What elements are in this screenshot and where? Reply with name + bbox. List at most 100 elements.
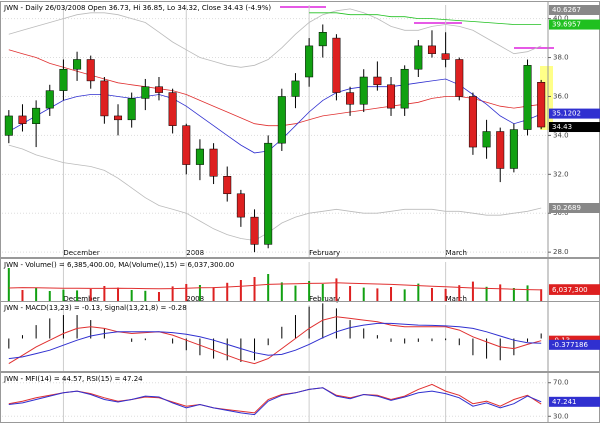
volume-bar <box>417 283 420 302</box>
value-tag <box>549 122 600 133</box>
candle-body <box>400 68 409 109</box>
value-tag-label: 30.2689 <box>552 204 581 212</box>
volume-bar <box>144 290 147 302</box>
indicator-line <box>8 383 542 414</box>
candle-body <box>496 131 505 169</box>
candle-body <box>537 82 546 128</box>
candle-body <box>414 45 423 70</box>
candle-body <box>223 176 232 195</box>
value-tag <box>549 19 600 30</box>
panel-title: JWN - Volume() = 6,385,400.00, MA(Volume… <box>3 261 234 269</box>
volume-bar <box>280 282 283 302</box>
x-tick-label: February <box>309 295 340 303</box>
volume-bar <box>349 286 352 302</box>
y-tick-label: 36.0 <box>553 92 569 100</box>
x-tick-label: 2008 <box>186 249 204 257</box>
volume-bar <box>76 290 79 302</box>
candle-body <box>18 115 27 124</box>
candle-body <box>154 86 163 93</box>
value-tag <box>549 5 600 15</box>
volume-bar <box>35 288 38 302</box>
volume-bar <box>335 278 338 302</box>
value-tag <box>549 203 600 214</box>
candle-body <box>32 107 41 124</box>
y-tick-label: 32.0 <box>553 170 569 178</box>
candle-body <box>291 80 300 97</box>
volume-bar <box>48 291 51 302</box>
volume-bar <box>430 288 433 302</box>
volume-bar <box>321 284 324 302</box>
x-tick-label: March <box>446 249 467 257</box>
x-tick-label: 2008 <box>186 295 204 303</box>
indicator-line <box>8 316 542 365</box>
volume-bar <box>471 281 474 302</box>
y-tick-label: 40.0 <box>553 15 569 23</box>
candle-body <box>209 148 218 177</box>
volume-bar <box>458 285 461 302</box>
candle-body <box>59 68 68 91</box>
y-tick-label: 30.0 <box>553 412 569 420</box>
candle-body <box>523 65 532 130</box>
y-tick-label: 28.0 <box>553 248 569 256</box>
volume-bar <box>540 289 543 302</box>
volume-bar <box>198 285 201 302</box>
candle-body <box>127 98 136 121</box>
x-tick-label: December <box>63 249 99 257</box>
candle-body <box>73 59 82 70</box>
volume-bar <box>444 288 447 302</box>
value-tag-label: 40.6267 <box>552 6 581 14</box>
indicator-line <box>309 12 542 25</box>
candle-body <box>441 53 450 60</box>
candle-body <box>100 80 109 117</box>
candle-body <box>250 216 259 245</box>
candle-body <box>332 37 341 93</box>
candle-body <box>114 115 123 121</box>
candle-body <box>45 90 54 109</box>
value-tag-label: 6,037,300 <box>552 286 588 294</box>
candle-body <box>195 148 204 165</box>
volume-bar <box>499 284 502 302</box>
candle-body <box>373 76 382 86</box>
volume-bar <box>103 286 106 302</box>
candle-body <box>468 96 477 148</box>
indicator-line <box>8 49 542 127</box>
indicator-line <box>8 8 542 68</box>
value-tag-label: 34.43 <box>552 123 572 131</box>
candle-body <box>346 92 355 105</box>
volume-bar <box>212 287 215 302</box>
indicator-line <box>8 144 542 241</box>
volume-bar <box>376 288 379 302</box>
value-tag-label: 47.241 <box>552 398 577 406</box>
volume-bar <box>485 286 488 302</box>
candle-body <box>277 96 286 144</box>
x-tick-label: February <box>309 249 340 257</box>
y-tick-label: 70.0 <box>553 379 569 387</box>
volume-bar <box>526 285 529 302</box>
volume-bar <box>226 282 229 302</box>
volume-bar <box>239 280 242 302</box>
candle-body <box>359 76 368 105</box>
volume-bar <box>390 287 393 302</box>
x-tick-label: March <box>446 295 467 303</box>
panel-title: JWN - MFI(14) = 44.57, RSI(15) = 47.24 <box>3 375 143 383</box>
volume-bar <box>403 289 406 302</box>
candle-body <box>482 131 491 148</box>
indicator-line <box>8 387 542 416</box>
volume-bar <box>89 289 92 302</box>
volume-bar <box>362 287 365 302</box>
value-tag <box>549 339 600 350</box>
candle-body <box>236 193 245 218</box>
candle-body <box>455 59 464 97</box>
panel-title: JWN - Daily 26/03/2008 Open 36.73, Hi 36… <box>3 4 271 12</box>
candle-body <box>86 59 95 82</box>
volume-bar <box>21 290 24 302</box>
candle-body <box>305 45 314 78</box>
volume-bar <box>62 289 65 302</box>
volume-bar <box>7 268 10 302</box>
candle-body <box>318 31 327 47</box>
value-tag-label: 35.1202 <box>552 110 581 118</box>
value-tag-label: 39.6957 <box>552 21 581 29</box>
y-tick-label: 30.0 <box>553 209 569 217</box>
candle-body <box>387 84 396 109</box>
